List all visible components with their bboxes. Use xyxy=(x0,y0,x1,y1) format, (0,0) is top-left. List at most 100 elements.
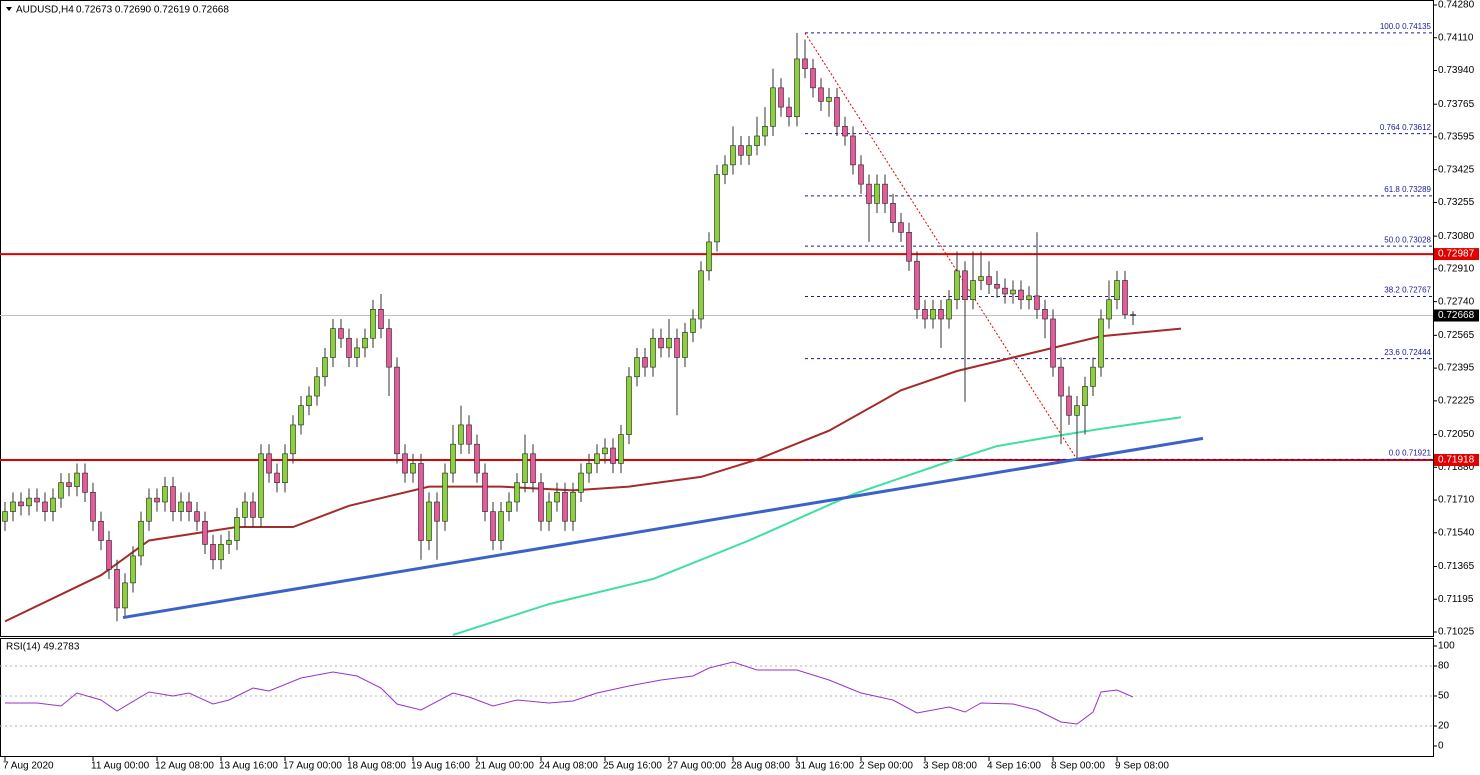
candle-body xyxy=(346,337,352,358)
candle-body xyxy=(490,511,496,541)
candle-body xyxy=(210,544,216,561)
candle-body xyxy=(866,183,872,204)
candle-body xyxy=(842,126,848,137)
candle-body xyxy=(138,520,144,557)
y-tick-label: 0.73765 xyxy=(1438,99,1475,110)
candle-body xyxy=(714,174,720,243)
candle-body xyxy=(1058,366,1064,397)
y-tick-label: 0.72225 xyxy=(1438,395,1475,406)
y-tick-label: 0.74110 xyxy=(1438,32,1474,43)
symbol: AUDUSD,H4 xyxy=(16,5,74,16)
candle-body xyxy=(578,472,584,493)
candle-body xyxy=(770,87,776,127)
candle-body xyxy=(322,357,328,378)
x-tick-label: 17 Aug 00:00 xyxy=(283,761,342,772)
candle-body xyxy=(538,482,544,522)
candle-body xyxy=(690,318,696,333)
candle-body xyxy=(1114,280,1120,301)
fib-label: 38.2 0.72767 xyxy=(1384,286,1431,295)
fib-label: 50.0 0.73028 xyxy=(1384,235,1431,244)
candle-body xyxy=(634,357,640,378)
price-box xyxy=(1434,309,1479,322)
moving-average xyxy=(452,416,1182,636)
y-tick-label: 0.71880 xyxy=(1438,462,1475,473)
x-tick-label: 2 Sep 00:00 xyxy=(859,761,913,772)
candle-body xyxy=(154,497,160,503)
candle-body xyxy=(426,501,432,541)
candle-body xyxy=(858,164,864,185)
candle-body xyxy=(42,501,48,512)
y-tick-label: 0.73425 xyxy=(1438,164,1475,175)
rsi-line xyxy=(5,661,1134,725)
candle-body xyxy=(1130,314,1136,316)
candle-body xyxy=(802,58,808,69)
candle-body xyxy=(594,453,600,464)
x-tick-label: 31 Aug 16:00 xyxy=(795,761,854,772)
x-tick-label: 8 Sep 00:00 xyxy=(1051,761,1105,772)
y-tick-label: 0.72050 xyxy=(1438,429,1475,440)
price-box-label: 0.72987 xyxy=(1438,249,1475,260)
candle-body xyxy=(218,544,224,561)
rsi-label: RSI(14) 49.2783 xyxy=(6,642,80,653)
candle-body xyxy=(994,284,1000,289)
candle-body xyxy=(258,453,264,518)
candle-body xyxy=(522,453,528,484)
fib-label: 23.6 0.72444 xyxy=(1384,348,1431,357)
candle-body xyxy=(570,492,576,522)
candle-body xyxy=(818,87,824,102)
y-tick-label: 0.72565 xyxy=(1438,330,1475,341)
candle-body xyxy=(1090,366,1096,387)
candle-body xyxy=(386,328,392,368)
rsi-tick-label: 20 xyxy=(1438,721,1450,732)
candle-body xyxy=(90,492,96,522)
fib-label: 0.0 0.71921 xyxy=(1389,449,1432,458)
candle-body xyxy=(834,97,840,127)
candle-body xyxy=(506,501,512,512)
x-tick-label: 9 Sep 08:00 xyxy=(1115,761,1169,772)
quote: 0.72673 0.72690 0.72619 0.72668 xyxy=(76,5,229,16)
candle-body xyxy=(970,280,976,301)
y-tick-label: 0.72910 xyxy=(1438,264,1475,275)
candle-body xyxy=(402,453,408,474)
candle-body xyxy=(98,520,104,541)
candle-body xyxy=(26,497,32,507)
candle-body xyxy=(722,164,728,175)
candle-body xyxy=(754,135,760,146)
moving-average xyxy=(4,327,1182,623)
candle-body xyxy=(698,270,704,320)
y-tick-label: 0.72395 xyxy=(1438,363,1475,374)
candle-body xyxy=(546,501,552,522)
price-box xyxy=(1434,248,1479,261)
candle-body xyxy=(298,405,304,426)
x-tick-label: 3 Sep 08:00 xyxy=(923,761,977,772)
candle-body xyxy=(290,424,296,455)
candle-body xyxy=(250,501,256,518)
y-tick-label: 0.72740 xyxy=(1438,296,1475,307)
candle-body xyxy=(498,511,504,541)
y-tick-label: 0.71710 xyxy=(1438,495,1475,506)
candle-body xyxy=(938,309,944,320)
candle-body xyxy=(1018,289,1024,301)
menu-arrow xyxy=(6,7,12,11)
rsi-tick-label: 0 xyxy=(1438,741,1444,752)
candle-body xyxy=(194,511,200,522)
candle-body xyxy=(1050,318,1056,368)
candle-body xyxy=(602,447,608,455)
candle-body xyxy=(1034,295,1040,310)
rsi-tick-label: 100 xyxy=(1438,641,1455,652)
x-tick-label: 28 Aug 08:00 xyxy=(731,761,790,772)
candle-body xyxy=(66,482,72,487)
x-tick-label: 13 Aug 16:00 xyxy=(219,761,278,772)
candle-body xyxy=(562,492,568,522)
candle-body xyxy=(226,540,232,545)
candle-body xyxy=(18,501,24,507)
candle-body xyxy=(650,337,656,368)
rsi-tick-label: 80 xyxy=(1438,661,1450,672)
candle-body xyxy=(954,270,960,301)
price-box-label: 0.71918 xyxy=(1438,455,1475,466)
candle-body xyxy=(586,463,592,474)
candle-body xyxy=(2,511,8,522)
fib-label: 61.8 0.73289 xyxy=(1384,185,1431,194)
candle-body xyxy=(458,424,464,445)
